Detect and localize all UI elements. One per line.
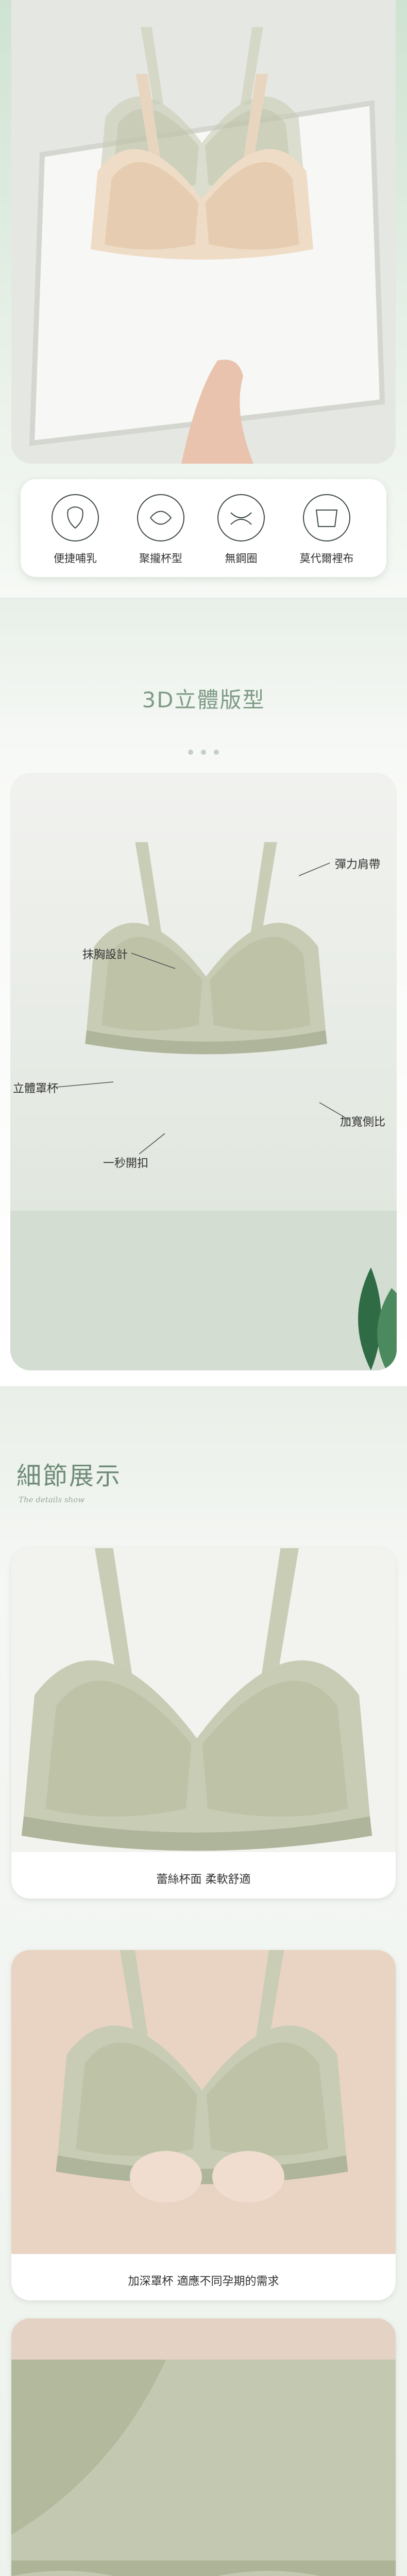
section-title: 細節展示 — [16, 1462, 122, 1490]
feature-label: 無鋼圈 — [225, 552, 258, 565]
detail-card: 蕾絲杯面 柔軟舒適 — [11, 1548, 396, 1899]
feature-icons — [52, 494, 350, 541]
detail-photo — [11, 1950, 396, 2254]
hero-photo — [11, 0, 396, 464]
design-illustration — [10, 842, 397, 1370]
detail-photo — [11, 2318, 396, 2576]
caption: 蕾絲杯面 柔軟舒適 — [156, 1873, 251, 1886]
callout: 立體罩杯 — [13, 1082, 59, 1095]
detail-photo — [11, 1548, 396, 1852]
caption: 加深罩杯 適應不同孕期的需求 — [128, 2275, 279, 2288]
detail-card: 加深罩杯 適應不同孕期的需求 — [11, 1950, 396, 2300]
hero-section: 便捷哺乳 聚攏杯型 無鋼圈 莫代爾裡布 — [0, 0, 407, 598]
feature-label: 便捷哺乳 — [54, 552, 97, 565]
detail-card: 無痕側比 自然貼合人體曲線 包裹腋下游離脂肪 — [11, 2318, 396, 2576]
callout: 加寬側比 — [340, 1116, 386, 1129]
section-subtitle: The details show — [19, 1495, 85, 1504]
divider-dots — [188, 750, 219, 755]
design-card: 彈力肩帶 抹胸設計 立體罩杯 加寬側比 一秒開扣 — [10, 773, 397, 1370]
callout: 抹胸設計 — [82, 948, 128, 961]
callout: 彈力肩帶 — [335, 858, 381, 871]
callout: 一秒開扣 — [103, 1157, 149, 1170]
feature-label: 聚攏杯型 — [139, 552, 182, 565]
section-title: 3D立體版型 — [142, 687, 265, 713]
feature-label: 莫代爾裡布 — [299, 552, 354, 565]
feature-card: 便捷哺乳 聚攏杯型 無鋼圈 莫代爾裡布 — [21, 479, 386, 577]
hero-illustration — [11, 0, 396, 464]
